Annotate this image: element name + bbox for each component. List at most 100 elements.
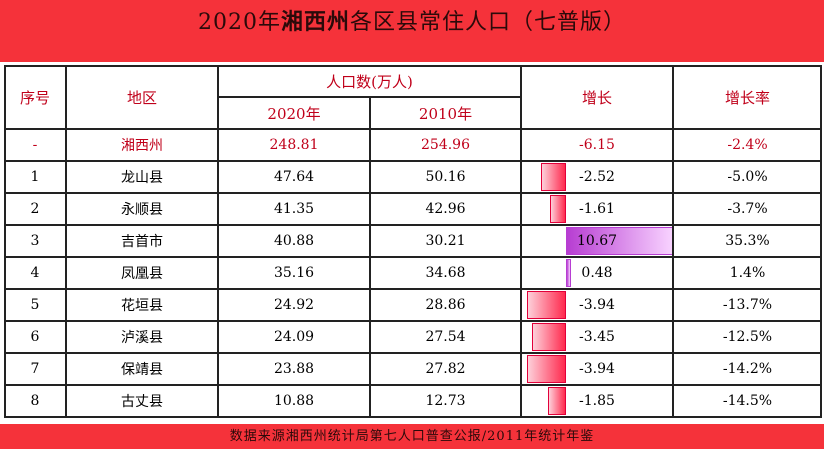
grid-line [4, 256, 822, 258]
cell-rate: -14.2% [673, 353, 822, 385]
cell-index-text: 2 [30, 201, 40, 217]
grid-line [520, 66, 522, 417]
grid-line [4, 320, 822, 322]
page-title: 2020年湘西州各区县常住人口（七普版） [0, 4, 824, 36]
cell-2020-text: 24.09 [273, 329, 315, 345]
growth-bar [566, 227, 673, 255]
grid-line [4, 352, 822, 354]
cell-rate-text: 1.4% [729, 265, 766, 281]
cell-rate-text: 35.3% [725, 233, 770, 249]
cell-rate-text: -12.5% [722, 329, 773, 345]
cell-2010-text: 30.21 [425, 233, 466, 249]
cell-region: 花垣县 [66, 289, 218, 321]
title-region: 湘西州 [280, 9, 350, 35]
header-growth: 增长 [521, 66, 673, 129]
cell-index: 4 [4, 257, 66, 289]
grid-line [820, 66, 822, 417]
source-footer: 数据来源湘西州统计局第七人口普查公报/2011年统计年鉴 [0, 424, 824, 449]
grid-line [369, 97, 371, 417]
cell-2010: 30.21 [370, 225, 521, 257]
cell-2010-text: 12.73 [425, 393, 466, 409]
cell-rate-text: -2.4% [727, 137, 768, 153]
cell-growth: -1.61 [521, 193, 673, 225]
cell-index: 5 [4, 289, 66, 321]
growth-bar [526, 355, 566, 383]
cell-growth: 10.67 [521, 225, 673, 257]
header-index-text: 序号 [19, 89, 50, 107]
grid-line [672, 66, 674, 417]
cell-region: 龙山县 [66, 161, 218, 193]
cell-index-text: 8 [30, 393, 40, 409]
grid-line [65, 66, 67, 417]
cell-2020: 24.92 [218, 289, 370, 321]
header-region: 地区 [66, 66, 218, 129]
cell-growth: -3.94 [521, 289, 673, 321]
growth-bar [566, 259, 571, 287]
cell-growth-text: -3.94 [579, 361, 615, 377]
header-population: 人口数(万人) [218, 66, 521, 97]
grid-line [217, 66, 219, 417]
cell-rate: -2.4% [673, 129, 822, 161]
cell-2010: 254.96 [370, 129, 521, 161]
cell-growth-text: -3.94 [579, 297, 615, 313]
cell-region: 保靖县 [66, 353, 218, 385]
cell-region-text: 龙山县 [121, 170, 163, 186]
cell-index: 7 [4, 353, 66, 385]
grid-line [4, 288, 822, 290]
cell-index: 3 [4, 225, 66, 257]
cell-2010-text: 34.68 [425, 265, 466, 281]
cell-region-text: 湘西州 [121, 138, 163, 154]
cell-rate: -5.0% [673, 161, 822, 193]
cell-2020-text: 23.88 [273, 361, 315, 377]
cell-2010: 50.16 [370, 161, 521, 193]
cell-index: 2 [4, 193, 66, 225]
header-rate-text: 增长率 [724, 89, 770, 107]
cell-2010-text: 27.54 [425, 329, 466, 345]
cell-index-text: 1 [30, 169, 40, 185]
header-2010: 2010年 [370, 97, 521, 129]
cell-2020-text: 248.81 [269, 137, 319, 153]
cell-region: 吉首市 [66, 225, 218, 257]
header-rate: 增长率 [673, 66, 822, 129]
cell-region-text: 吉首市 [121, 234, 163, 250]
cell-2010-text: 27.82 [425, 361, 466, 377]
cell-growth: -3.94 [521, 353, 673, 385]
growth-bar [531, 323, 566, 351]
grid-line [4, 192, 822, 194]
growth-bar [547, 387, 566, 415]
cell-2020-text: 35.16 [273, 265, 315, 281]
cell-2020: 35.16 [218, 257, 370, 289]
header-growth-text: 增长 [581, 89, 612, 107]
cell-index-text: 6 [30, 329, 40, 345]
cell-2010: 12.73 [370, 385, 521, 417]
cell-index: - [4, 129, 66, 161]
cell-region: 古丈县 [66, 385, 218, 417]
cell-region-text: 保靖县 [121, 362, 163, 378]
cell-2010-text: 28.86 [425, 297, 466, 313]
cell-index: 1 [4, 161, 66, 193]
cell-rate: 1.4% [673, 257, 822, 289]
title-rest: 各区县常住人口（七普版） [350, 10, 627, 35]
cell-growth: -3.45 [521, 321, 673, 353]
cell-2010: 34.68 [370, 257, 521, 289]
cell-region: 湘西州 [66, 129, 218, 161]
cell-growth-text: -1.85 [579, 393, 615, 409]
cell-2010-text: 50.16 [425, 169, 466, 185]
header-2010-text: 2010年 [418, 104, 473, 123]
cell-rate-text: -14.2% [722, 361, 773, 377]
cell-rate-text: -14.5% [722, 393, 773, 409]
header-region-text: 地区 [126, 89, 157, 107]
cell-region-text: 泸溪县 [121, 330, 163, 346]
cell-2020: 10.88 [218, 385, 370, 417]
growth-bar [540, 163, 566, 191]
cell-region: 凤凰县 [66, 257, 218, 289]
header-index: 序号 [4, 66, 66, 129]
cell-region-text: 凤凰县 [121, 266, 163, 282]
cell-2020: 40.88 [218, 225, 370, 257]
cell-rate-text: -5.0% [727, 169, 768, 185]
cell-growth-text: -3.45 [579, 329, 615, 345]
cell-2020: 24.09 [218, 321, 370, 353]
cell-rate-text: -13.7% [722, 297, 773, 313]
cell-region: 永顺县 [66, 193, 218, 225]
cell-index: 6 [4, 321, 66, 353]
